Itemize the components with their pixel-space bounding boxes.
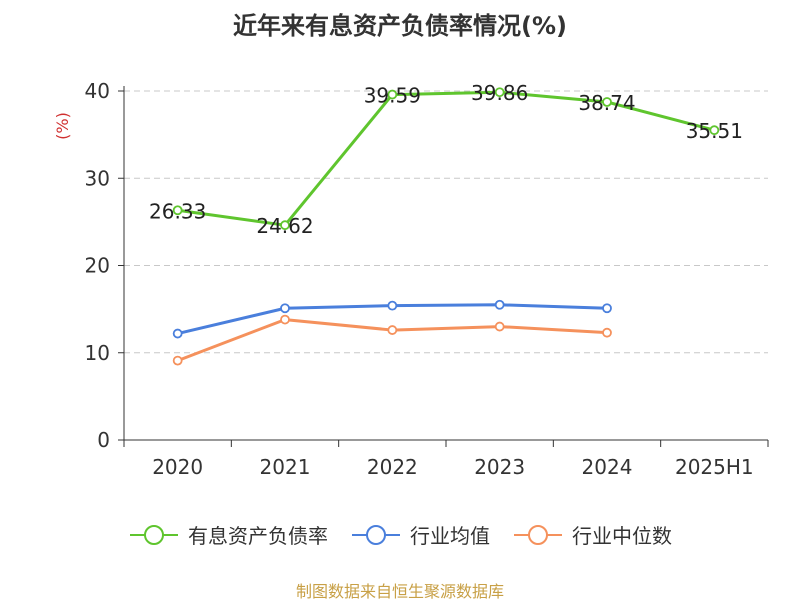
data-point[interactable] (280, 220, 290, 231)
legend-item-industry-average[interactable]: 行业均值 (350, 520, 490, 549)
data-label: 38.74 (578, 91, 635, 115)
y-axis-label: (%) (53, 112, 72, 140)
y-tick-label: 40 (85, 79, 110, 103)
data-point[interactable] (602, 97, 612, 107)
chart-title: 近年来有息资产负债率情况(%) (233, 12, 567, 40)
y-tick-label: 20 (85, 254, 110, 278)
legend-item-industry-median[interactable]: 行业中位数 (512, 520, 672, 549)
legend-label-industry-median: 行业中位数 (572, 524, 672, 548)
data-point[interactable] (602, 327, 612, 338)
y-tick-label: 30 (85, 166, 110, 190)
x-tick-label: 2022 (367, 455, 418, 479)
data-point[interactable] (280, 314, 290, 325)
x-tick-label: 2025H1 (675, 455, 754, 479)
source-note: 制图数据来自恒生聚源数据库 (295, 582, 504, 601)
data-labels: 26.33 24.62 39.59 39.86 38.74 35.51 (149, 81, 743, 238)
x-tick-label: 2021 (260, 455, 311, 479)
data-point[interactable] (387, 89, 398, 100)
series-line-0 (177, 90, 715, 227)
data-point[interactable] (494, 87, 505, 98)
legend-marker-ratio (130, 524, 178, 545)
x-tick-label: 2023 (474, 455, 525, 479)
data-label: 39.86 (471, 81, 528, 105)
legend-marker-industry-median (514, 524, 562, 545)
data-point[interactable] (602, 303, 612, 314)
data-point[interactable] (494, 321, 505, 332)
data-label: 39.59 (364, 84, 421, 108)
grid-lines (124, 90, 768, 354)
legend: 有息资产负债率 行业均值 行业中位数 (0, 520, 800, 549)
data-point[interactable] (387, 300, 398, 311)
data-point[interactable] (709, 125, 720, 136)
y-tick-label: 10 (85, 341, 110, 365)
legend-label-ratio: 有息资产负债率 (188, 524, 328, 548)
y-tick-label: 0 (97, 428, 110, 452)
data-point[interactable] (172, 355, 183, 366)
data-point[interactable] (387, 325, 398, 335)
x-tick-label: 2024 (582, 455, 633, 479)
data-point[interactable] (494, 299, 505, 310)
axes: 0 10 20 30 40 (%) 2020 2021 2022 2023 2024 2025H1 (53, 79, 769, 479)
data-label: 24.62 (256, 214, 313, 238)
legend-marker-industry-average (352, 524, 400, 545)
data-point[interactable] (280, 303, 290, 314)
legend-label-industry-average: 行业均值 (410, 524, 490, 548)
data-label: 35.51 (686, 119, 743, 143)
x-tick-label: 2020 (152, 455, 203, 479)
legend-item-ratio[interactable]: 有息资产负债率 (128, 520, 328, 549)
data-point[interactable] (172, 205, 183, 216)
data-point[interactable] (172, 328, 183, 339)
series (172, 87, 720, 366)
data-label: 26.33 (149, 199, 206, 223)
